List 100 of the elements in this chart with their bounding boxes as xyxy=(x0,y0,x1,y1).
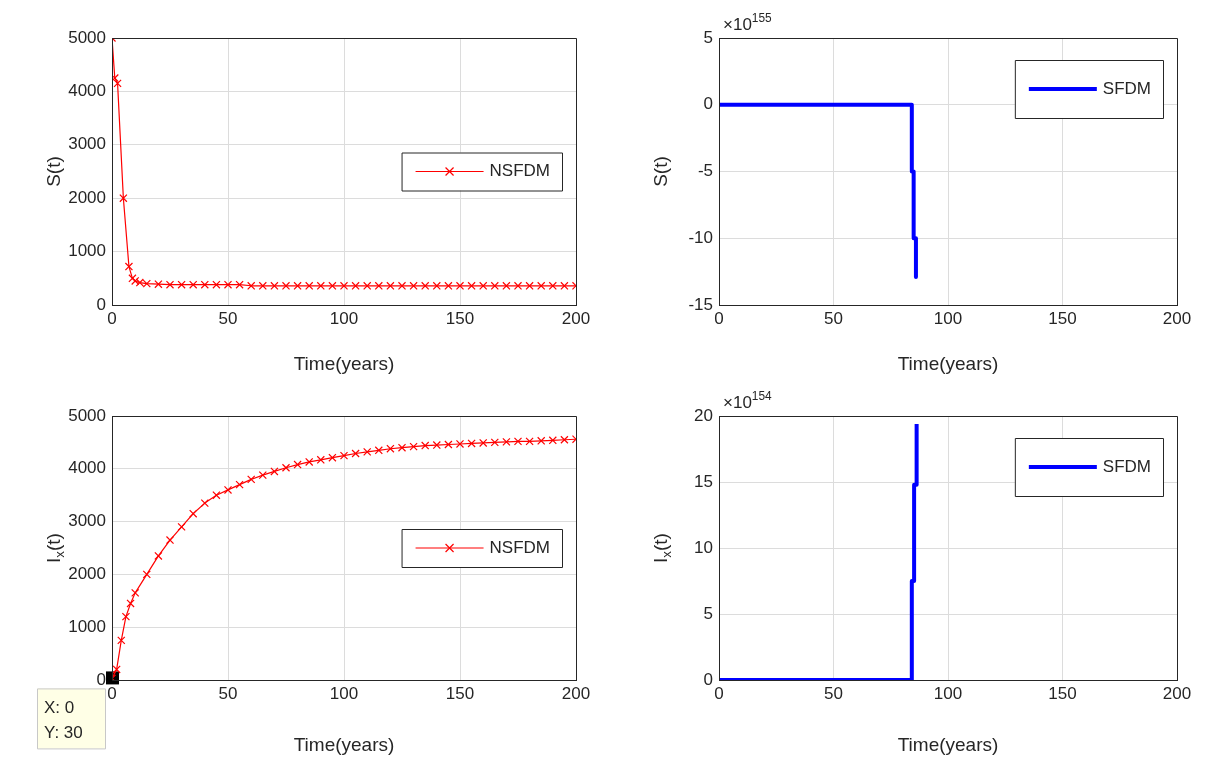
y-tick-label: 0 xyxy=(703,669,713,689)
y-tick-label: 5000 xyxy=(68,27,106,47)
point xyxy=(247,281,256,290)
point xyxy=(235,480,244,489)
point xyxy=(131,276,140,286)
y-tick-label: 15 xyxy=(694,471,713,491)
y-tick-label: 0 xyxy=(96,294,106,314)
point xyxy=(316,455,325,464)
point xyxy=(142,570,151,579)
x-tick-label: 50 xyxy=(218,308,238,328)
point xyxy=(374,446,383,455)
point xyxy=(351,449,360,458)
point xyxy=(479,438,488,448)
x-tick-label: 100 xyxy=(933,683,963,703)
x-tick-label: 100 xyxy=(329,683,359,703)
point xyxy=(351,281,360,290)
y-tick-label: 1000 xyxy=(68,616,106,636)
point xyxy=(113,79,122,88)
x-axis-title: Time(years) xyxy=(293,733,395,755)
point xyxy=(177,280,186,289)
point xyxy=(363,447,372,457)
y-tick-label: 2000 xyxy=(68,187,106,207)
y-tick-label: 5 xyxy=(703,603,713,623)
y-tick-label: 4000 xyxy=(68,81,106,101)
x-axis-title: Time(years) xyxy=(897,733,999,755)
point xyxy=(281,281,291,290)
x-tick-label: 150 xyxy=(445,308,475,328)
y-tick-label: 1000 xyxy=(68,241,106,261)
point xyxy=(386,444,395,453)
legend-label: NSFDM xyxy=(489,161,551,181)
point xyxy=(432,281,441,290)
x-tick-label: 150 xyxy=(1048,683,1077,703)
point xyxy=(444,281,453,290)
point xyxy=(177,522,186,532)
x-tick-label: 50 xyxy=(824,308,843,328)
point xyxy=(112,665,121,674)
point xyxy=(537,281,546,290)
x-tick-label: 150 xyxy=(445,683,475,703)
point xyxy=(409,442,418,451)
y-axis-title: S(t) xyxy=(650,156,672,187)
x-tick-label: 50 xyxy=(218,683,238,703)
point xyxy=(189,280,198,289)
point xyxy=(305,281,314,290)
point xyxy=(560,281,569,290)
y-tick-label: 0 xyxy=(703,94,713,114)
y-tick-label: 3000 xyxy=(68,511,106,531)
y-tick-label: 0 xyxy=(96,669,106,689)
point xyxy=(112,73,119,83)
legend-label: NSFDM xyxy=(489,537,551,557)
point xyxy=(235,280,244,289)
x-tick-label: 150 xyxy=(1048,308,1077,328)
point xyxy=(328,453,337,462)
point xyxy=(386,281,395,290)
point xyxy=(223,485,233,495)
point xyxy=(126,599,135,608)
y-tick-label: 2000 xyxy=(68,564,106,584)
point xyxy=(135,278,144,287)
point xyxy=(479,281,488,290)
point xyxy=(328,281,337,290)
point xyxy=(305,457,314,467)
x-tick-label: 100 xyxy=(329,308,359,328)
point xyxy=(200,280,209,289)
point xyxy=(363,281,372,290)
point xyxy=(258,471,267,480)
point xyxy=(212,280,221,289)
point xyxy=(119,194,128,203)
point xyxy=(502,281,511,290)
x-axis-title: Time(years) xyxy=(293,352,395,374)
point xyxy=(281,463,291,472)
point xyxy=(339,281,349,290)
point xyxy=(189,509,198,518)
point xyxy=(223,280,233,289)
point xyxy=(270,281,279,290)
point xyxy=(247,475,256,484)
y-tick-label: 5 xyxy=(703,27,713,47)
x-tick-label: 200 xyxy=(561,308,591,328)
point xyxy=(117,636,126,645)
point xyxy=(548,436,557,445)
x-tick-label: 50 xyxy=(824,683,843,703)
x-axis-title: Time(years) xyxy=(897,352,999,374)
y-tick-label: 5000 xyxy=(68,405,106,425)
point xyxy=(165,280,175,289)
point xyxy=(397,281,407,290)
point xyxy=(525,281,534,290)
annotation: X: 0 Y: 30 xyxy=(44,698,83,743)
point xyxy=(154,280,163,289)
point xyxy=(421,441,430,450)
point xyxy=(165,535,175,545)
point xyxy=(397,443,407,452)
y-tick-label: 4000 xyxy=(68,458,106,478)
point xyxy=(490,281,499,290)
point xyxy=(432,440,441,450)
legend-label: SFDM xyxy=(1102,78,1152,98)
legend-label: SFDM xyxy=(1102,456,1152,476)
point xyxy=(121,612,131,621)
point xyxy=(124,262,134,271)
x-tick-label: 200 xyxy=(1162,308,1192,328)
y-tick-label: 3000 xyxy=(68,134,106,154)
point xyxy=(548,281,557,290)
point xyxy=(374,281,383,290)
